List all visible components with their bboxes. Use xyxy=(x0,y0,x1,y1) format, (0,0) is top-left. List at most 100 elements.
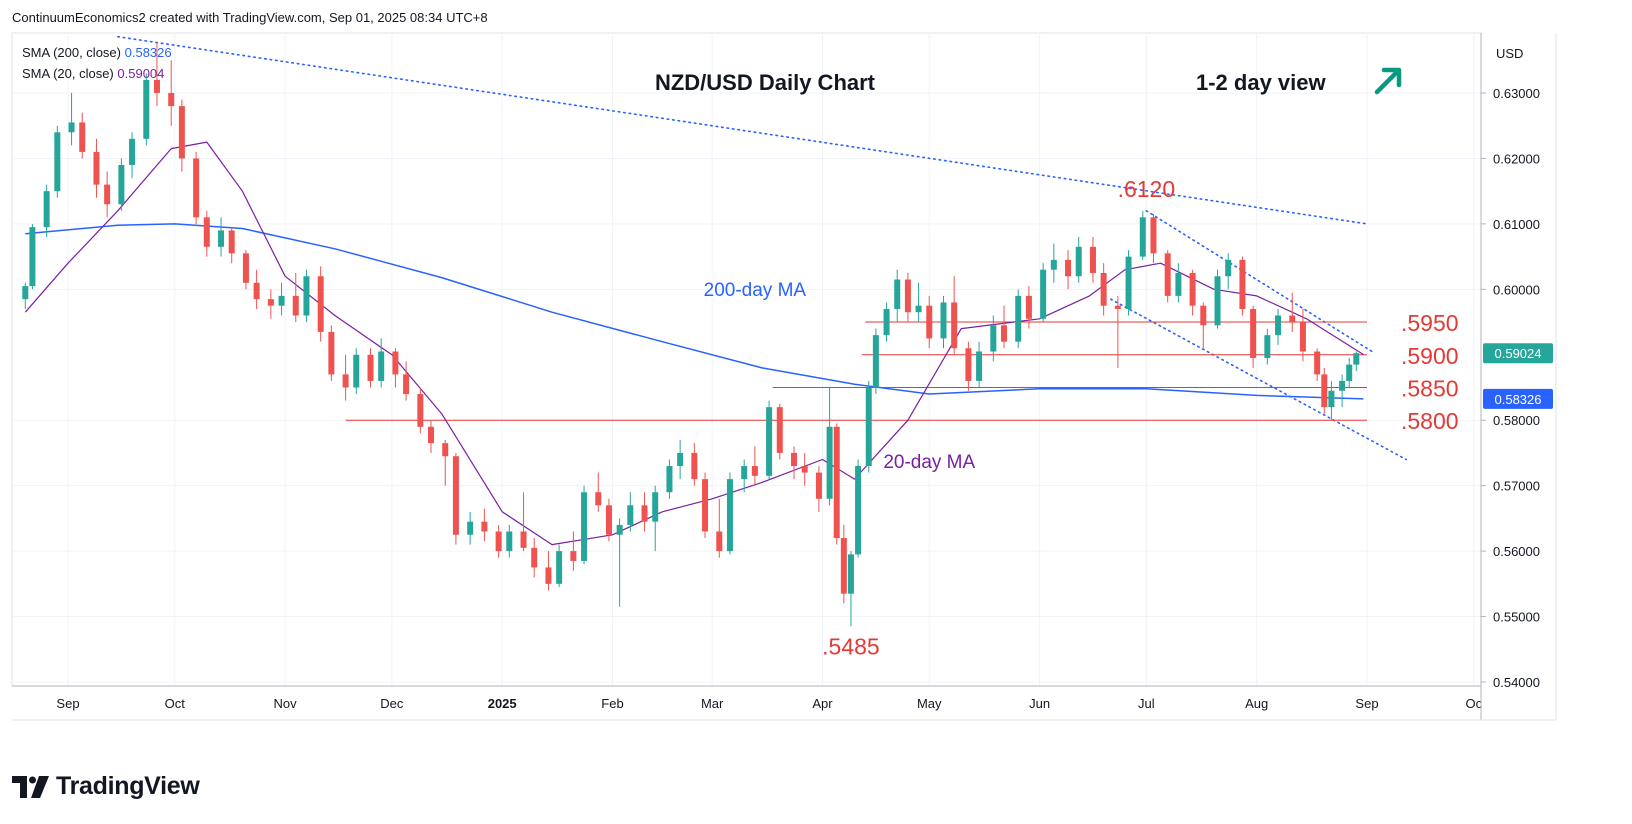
candle xyxy=(691,443,698,486)
candle xyxy=(118,158,125,211)
tradingview-logo[interactable]: TradingView xyxy=(12,772,200,801)
candle xyxy=(228,227,235,264)
candle-body xyxy=(1114,305,1121,309)
candle-body xyxy=(904,279,911,313)
candle-body xyxy=(22,286,29,300)
trendline-long-term-resistance xyxy=(117,35,1368,225)
candle-body xyxy=(495,531,502,552)
candle xyxy=(751,446,758,486)
candle xyxy=(545,551,552,591)
candle-body xyxy=(104,184,111,205)
candle xyxy=(467,511,474,545)
chart-header: ContinuumEconomics2 created with Trading… xyxy=(12,10,488,25)
candle xyxy=(716,498,723,558)
candle xyxy=(242,250,249,290)
candle-body xyxy=(1015,295,1022,342)
candle-body xyxy=(267,299,274,306)
x-tick-label: Dec xyxy=(380,696,404,711)
candle xyxy=(1000,305,1007,349)
candle xyxy=(605,498,612,542)
candle xyxy=(1114,295,1121,368)
candle xyxy=(1125,250,1132,316)
candle-body xyxy=(1050,259,1057,270)
candle-body xyxy=(726,479,733,552)
candle-body xyxy=(253,282,260,300)
candle xyxy=(847,551,854,627)
candle xyxy=(1299,308,1306,362)
candle xyxy=(726,472,733,555)
candle-body xyxy=(1239,259,1246,309)
candle-body xyxy=(1025,295,1032,319)
candle-body xyxy=(531,547,538,568)
legend-sma20[interactable]: SMA (20, close) 0.59004 xyxy=(22,66,164,81)
candle-body xyxy=(865,387,872,467)
candle-body xyxy=(1040,269,1047,319)
y-tick-label: 0.58000 xyxy=(1493,413,1540,428)
candle xyxy=(915,282,922,323)
candle xyxy=(1289,292,1296,332)
candle-body xyxy=(228,230,235,254)
candle-body xyxy=(1250,308,1257,359)
candle-body xyxy=(54,132,61,192)
tradingview-logo-text: TradingView xyxy=(56,772,200,800)
candle xyxy=(1175,263,1182,303)
candle-body xyxy=(1328,390,1335,408)
candle xyxy=(342,354,349,401)
candle-body xyxy=(801,466,808,473)
ma-label-sma20: 20-day MA xyxy=(883,452,975,473)
candle-body xyxy=(353,354,360,388)
axes: 0.63000 0.62000 0.61000 0.60000 0.58000 0.570… xyxy=(12,33,1557,721)
legend-sma200[interactable]: SMA (200, close) 0.58326 xyxy=(22,45,172,60)
candle-body xyxy=(203,217,210,247)
candle-body xyxy=(570,551,577,561)
x-tick-label: 2025 xyxy=(488,696,517,711)
candle xyxy=(766,400,773,480)
candle xyxy=(833,423,840,545)
candle-body xyxy=(840,538,847,594)
candle-body xyxy=(545,567,552,584)
candle xyxy=(1150,214,1157,264)
candle xyxy=(203,210,210,257)
candle xyxy=(1015,289,1022,349)
legend-sma20-label: SMA (20, close) xyxy=(22,66,114,81)
arrow-head xyxy=(1381,67,1402,88)
candle xyxy=(1225,253,1232,290)
candle xyxy=(1189,269,1196,316)
trendline-channel-upper xyxy=(1145,210,1375,354)
candle-body xyxy=(627,505,634,525)
candle-body xyxy=(940,302,947,339)
x-tick-label: Apr xyxy=(812,696,833,711)
candle-body xyxy=(641,505,648,522)
candle-body xyxy=(847,554,854,594)
candle xyxy=(218,217,225,257)
candle xyxy=(267,289,274,319)
candle xyxy=(143,73,150,146)
candle-body xyxy=(317,276,324,332)
x-tick-label: Jul xyxy=(1138,696,1155,711)
candle xyxy=(1214,269,1221,329)
candle-body xyxy=(605,505,612,535)
candle-body xyxy=(452,456,459,535)
arrow-shaft xyxy=(1374,68,1401,95)
candle-body xyxy=(1353,353,1360,365)
candle xyxy=(278,282,285,316)
candle-body xyxy=(29,227,36,287)
legend-sma200-value: 0.58326 xyxy=(124,45,172,60)
candle-body xyxy=(153,79,160,93)
trendline-channel-lower xyxy=(1109,298,1407,461)
candle xyxy=(616,518,623,607)
y-tick-label: 0.61000 xyxy=(1493,217,1540,232)
candle xyxy=(378,338,385,388)
candle-body xyxy=(1200,305,1207,326)
candle-body xyxy=(43,191,50,228)
candle-body xyxy=(506,531,513,552)
legend-sma200-label: SMA (200, close) xyxy=(22,45,121,60)
chart-title: NZD/USD Daily Chart xyxy=(655,70,876,95)
currency-label: USD xyxy=(1496,46,1523,61)
candle xyxy=(894,269,901,323)
candle xyxy=(976,341,983,388)
support-resistance-levels xyxy=(345,321,1367,421)
candle-body xyxy=(403,374,410,395)
legend-sma20-value: 0.59004 xyxy=(117,66,165,81)
